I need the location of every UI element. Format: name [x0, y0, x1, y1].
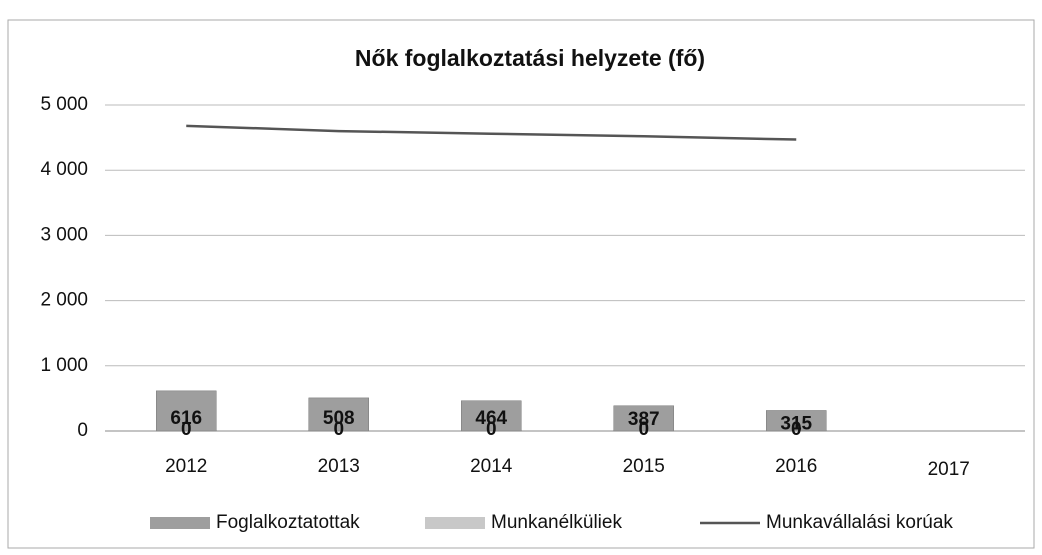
- bar: [308, 397, 369, 432]
- x-tick-label: 2014: [470, 456, 513, 477]
- bar: [156, 390, 217, 432]
- bar: [613, 405, 674, 432]
- legend-label: Munkavállalási korúak: [766, 512, 953, 533]
- x-tick-label: 2015: [623, 456, 665, 477]
- x-tick-label: 2017: [928, 459, 970, 480]
- y-tick-label: 2 000: [40, 290, 88, 311]
- x-tick-label: 2013: [318, 456, 360, 477]
- x-tick-label: 2012: [165, 456, 207, 477]
- legend-swatch: [425, 517, 485, 529]
- data-label: 508: [323, 408, 355, 429]
- chart-title: Nők foglalkoztatási helyzete (fő): [355, 45, 705, 71]
- data-label: 464: [475, 408, 507, 429]
- data-label: 616: [170, 408, 202, 429]
- bar: [461, 400, 522, 432]
- y-tick-label: 4 000: [40, 159, 88, 180]
- legend-label: Munkanélküliek: [491, 512, 622, 533]
- data-label: 315: [780, 413, 812, 434]
- data-label: 0: [791, 419, 802, 440]
- legend-label: Foglalkoztatottak: [216, 512, 360, 533]
- y-tick-label: 1 000: [40, 355, 88, 376]
- data-label: 387: [628, 409, 660, 430]
- data-label: 0: [333, 419, 344, 440]
- data-label: 0: [181, 419, 192, 440]
- chart-border: [7, 19, 1035, 549]
- line: [186, 124, 797, 141]
- legend-swatch: [150, 517, 210, 529]
- data-label: 0: [486, 419, 497, 440]
- y-tick-label: 3 000: [40, 224, 88, 245]
- data-label: 0: [638, 419, 649, 440]
- y-tick-label: 5 000: [40, 94, 88, 115]
- bar: [766, 410, 827, 432]
- y-tick-label: 0: [77, 420, 88, 441]
- x-tick-label: 2016: [775, 456, 817, 477]
